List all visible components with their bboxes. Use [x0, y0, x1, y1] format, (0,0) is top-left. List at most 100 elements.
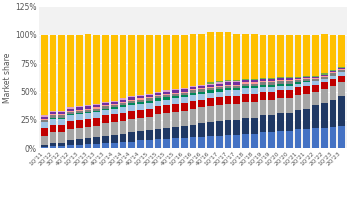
Bar [330, 35, 336, 70]
Bar [93, 35, 100, 104]
Bar [85, 119, 91, 127]
Bar [216, 84, 223, 86]
Bar [128, 132, 135, 142]
Bar [102, 116, 109, 123]
Bar [50, 116, 56, 118]
Bar [146, 117, 153, 130]
Bar [268, 79, 275, 81]
Bar [259, 81, 266, 82]
Bar [67, 121, 74, 129]
Bar [295, 35, 301, 77]
Bar [67, 116, 74, 121]
Bar [242, 86, 249, 88]
Bar [154, 95, 161, 96]
Bar [154, 101, 161, 106]
Bar [128, 100, 135, 101]
Bar [242, 102, 249, 118]
Bar [189, 93, 196, 95]
Y-axis label: Market share: Market share [4, 52, 12, 103]
Bar [321, 34, 327, 73]
Bar [268, 87, 275, 92]
Bar [224, 32, 232, 80]
Bar [321, 128, 327, 148]
Bar [198, 89, 205, 92]
Bar [286, 86, 293, 91]
Bar [102, 109, 109, 110]
Bar [181, 138, 188, 148]
Bar [321, 89, 327, 103]
Bar [181, 92, 188, 93]
Bar [242, 79, 249, 80]
Bar [58, 118, 65, 119]
Bar [85, 112, 91, 113]
Bar [251, 80, 258, 82]
Bar [251, 86, 258, 88]
Bar [286, 80, 293, 81]
Bar [295, 82, 301, 84]
Bar [172, 93, 179, 94]
Bar [338, 72, 345, 76]
Bar [277, 91, 284, 98]
Bar [111, 114, 118, 122]
Bar [41, 35, 47, 116]
Bar [146, 35, 153, 94]
Bar [198, 92, 205, 94]
Bar [120, 113, 126, 121]
Bar [207, 32, 214, 82]
Bar [268, 132, 275, 148]
Bar [277, 98, 284, 113]
Bar [198, 94, 205, 100]
Bar [67, 112, 74, 114]
Bar [76, 120, 82, 128]
Bar [58, 116, 65, 118]
Bar [50, 146, 56, 148]
Bar [338, 68, 345, 69]
Bar [277, 78, 284, 80]
Bar [50, 124, 56, 132]
Bar [295, 79, 301, 80]
Bar [330, 79, 336, 86]
Bar [295, 129, 301, 148]
Bar [198, 123, 205, 137]
Bar [50, 119, 56, 124]
Bar [312, 92, 319, 105]
Bar [128, 105, 135, 111]
Bar [303, 79, 310, 81]
Bar [76, 35, 82, 106]
Bar [163, 92, 170, 94]
Bar [58, 112, 65, 114]
Bar [146, 97, 153, 98]
Bar [76, 113, 82, 114]
Bar [163, 105, 170, 113]
Bar [181, 88, 188, 89]
Bar [207, 87, 214, 88]
Bar [67, 111, 74, 112]
Bar [312, 78, 319, 79]
Bar [259, 78, 266, 79]
Bar [67, 35, 74, 107]
Bar [268, 35, 275, 78]
Bar [233, 86, 240, 88]
Bar [224, 81, 232, 82]
Bar [242, 88, 249, 94]
Bar [154, 93, 161, 95]
Bar [259, 87, 266, 92]
Bar [154, 96, 161, 98]
Bar [50, 111, 56, 112]
Bar [268, 82, 275, 85]
Bar [207, 122, 214, 136]
Bar [259, 82, 266, 85]
Bar [259, 100, 266, 116]
Bar [102, 143, 109, 148]
Bar [120, 100, 126, 102]
Bar [330, 86, 336, 100]
Bar [224, 80, 232, 81]
Bar [303, 35, 310, 76]
Bar [277, 77, 284, 78]
Bar [102, 110, 109, 116]
Bar [137, 131, 144, 140]
Bar [233, 135, 240, 148]
Bar [102, 105, 109, 106]
Bar [181, 89, 188, 92]
Bar [93, 104, 100, 105]
